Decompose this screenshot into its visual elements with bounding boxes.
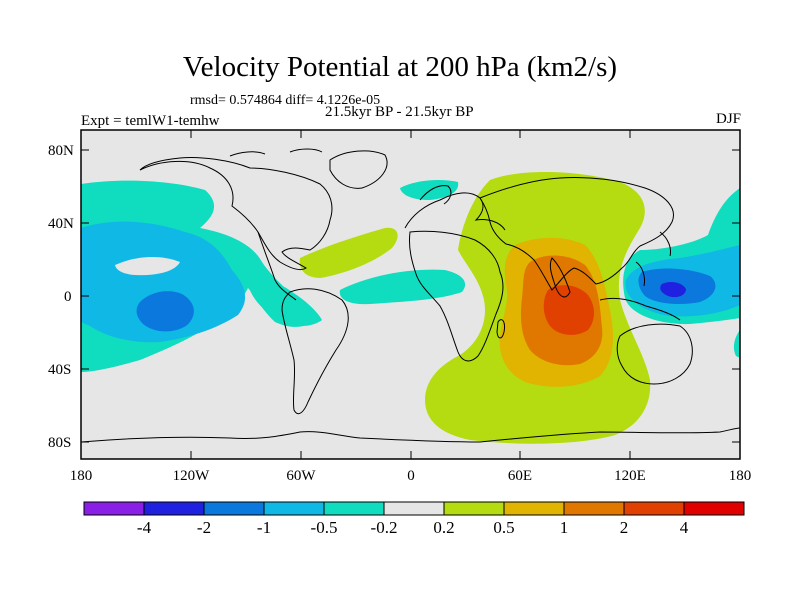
colorbar-label-2: -2: [196, 518, 212, 537]
coast-central-america: [257, 231, 297, 301]
colorbar: [83, 501, 745, 516]
xtick-60e: 60E: [507, 468, 533, 484]
coast-antarctica: [81, 427, 740, 443]
chart-title: Velocity Potential at 200 hPa (km2/s): [182, 51, 618, 83]
colorbar-box-9: [563, 501, 625, 516]
ytick-80s: 80S: [48, 435, 72, 451]
colorbar-box-3: [203, 501, 265, 516]
coast-south-america: [281, 288, 349, 415]
coast-australia: [616, 323, 693, 385]
ytick-40n: 40N: [48, 216, 74, 232]
xtick-120e: 120E: [614, 468, 646, 484]
xtick-120w: 120W: [172, 468, 210, 484]
ytick-40s: 40S: [48, 362, 72, 378]
colorbar-label-7: 0.5: [493, 518, 515, 537]
coast-north-america: [139, 157, 333, 271]
xtick-180w: 180: [69, 468, 93, 484]
coast-scandinavia: [419, 185, 452, 205]
xtick-60w: 60W: [286, 468, 316, 484]
colorbar-label-5: -0.2: [370, 518, 398, 537]
map-plot-area: [81, 130, 740, 459]
colorbar-label-4: -0.5: [310, 518, 338, 537]
coast-greenland: [329, 150, 388, 189]
colorbar-label-6: 0.2: [433, 518, 455, 537]
region-neg-0.2-eastern-pacific: [248, 281, 322, 326]
region-neg-1-pacific: [136, 291, 194, 332]
coast-philippines: [635, 261, 645, 287]
colorbar-box-6: [383, 501, 445, 516]
colorbar-box-7: [443, 501, 505, 516]
coast-asia: [479, 177, 674, 291]
colorbar-box-8: [503, 501, 565, 516]
colorbar-box-11: [683, 501, 745, 516]
tick-marks: [81, 130, 740, 459]
coast-africa: [409, 230, 504, 362]
period-label: 21.5kyr BP - 21.5kyr BP: [325, 104, 474, 120]
ytick-80n: 80N: [48, 143, 74, 159]
colorbar-label-9: 2: [619, 518, 629, 537]
region-neg-0.2-se-edge: [733, 330, 740, 358]
colorbar-box-10: [623, 501, 685, 516]
xtick-180e: 180: [728, 468, 752, 484]
region-neg-0.2-north-atlantic: [400, 180, 459, 200]
region-pos-2: [543, 285, 594, 335]
season-label: DJF: [715, 111, 741, 127]
region-neg-0.2-pacific-gap: [115, 256, 180, 276]
coast-arctic-islands: [229, 148, 323, 157]
stats-subtitle: rmsd= 0.574864 diff= 4.1226e-05: [190, 93, 381, 108]
experiment-label: Expt = temlW1-temhw: [81, 113, 220, 129]
colorbar-box-1: [83, 501, 145, 516]
region-neg-0.2-atlantic: [339, 269, 466, 305]
coast-india: [549, 257, 571, 298]
coast-japan: [659, 231, 671, 257]
colorbar-box-2: [143, 501, 205, 516]
xtick-0: 0: [407, 468, 415, 484]
coastlines: [81, 148, 740, 443]
region-neg-2-west-pacific: [660, 281, 686, 298]
ytick-0: 0: [64, 289, 72, 305]
colorbar-label-8: 1: [559, 518, 569, 537]
coast-madagascar: [496, 319, 505, 339]
colorbar-box-4: [263, 501, 325, 516]
region-pos-0.2-atlantic: [299, 227, 398, 278]
colorbar-label-1: -4: [136, 518, 152, 537]
colorbar-label-10: 4: [679, 518, 689, 537]
colorbar-label-3: -1: [256, 518, 272, 537]
region-neg-0.5-pacific: [81, 221, 246, 343]
colorbar-box-5: [323, 501, 385, 516]
coast-indonesia: [599, 297, 681, 321]
